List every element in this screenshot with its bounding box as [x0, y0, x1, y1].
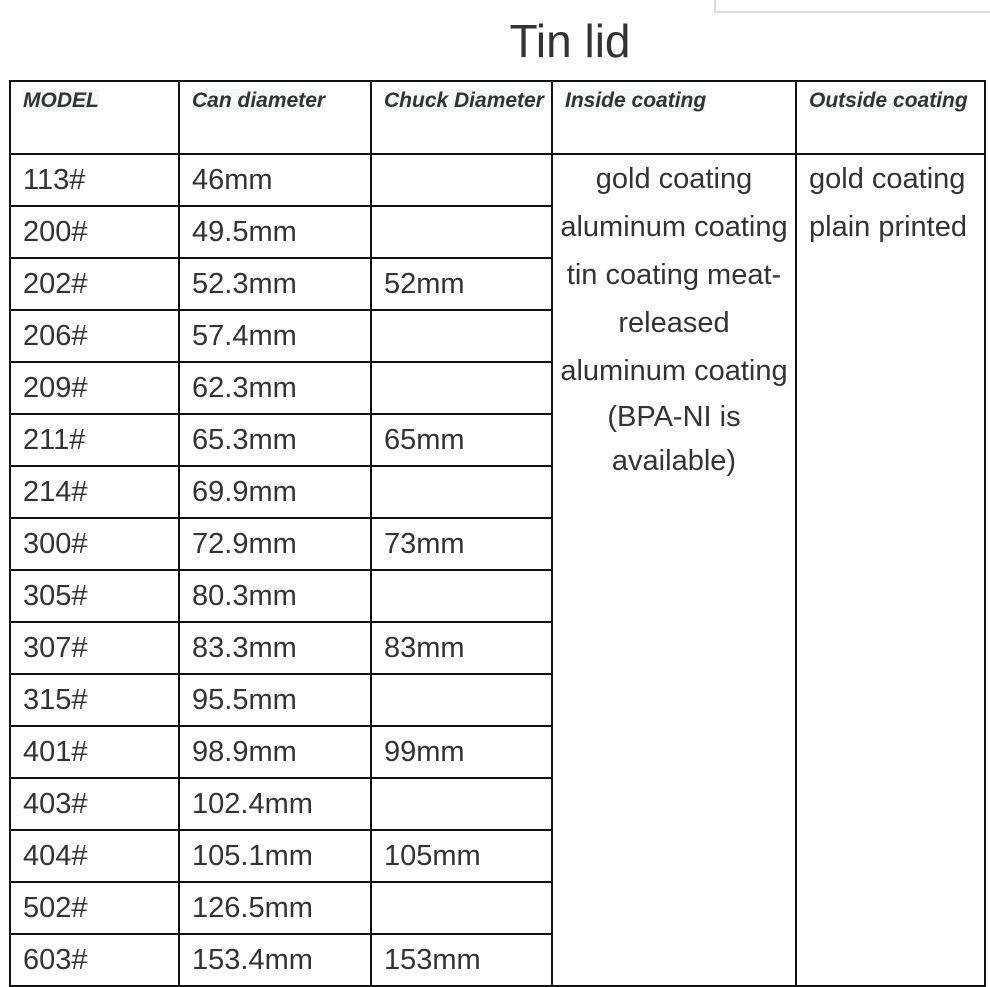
- can-cell: 98.9mm: [178, 725, 372, 779]
- top-right-box: [714, 0, 990, 13]
- can-cell: 49.5mm: [178, 205, 372, 259]
- can-cell: 62.3mm: [178, 361, 372, 415]
- chuck-cell: 52mm: [370, 257, 553, 311]
- can-cell: 52.3mm: [178, 257, 372, 311]
- can-cell: 105.1mm: [178, 829, 372, 883]
- chuck-cell: [370, 205, 553, 259]
- tin-lid-table: MODEL Can diameter Chuck Diameter Inside…: [9, 80, 986, 987]
- table-row: 305# 80.3mm: [9, 569, 985, 623]
- table-row: 403# 102.4mm: [9, 777, 985, 831]
- header-inside-coating: Inside coating: [551, 80, 797, 155]
- table-row: 200# 49.5mm: [9, 205, 985, 259]
- chuck-cell: [370, 569, 553, 623]
- can-cell: 102.4mm: [178, 777, 372, 831]
- chuck-cell: 83mm: [370, 621, 553, 675]
- chuck-cell: 153mm: [370, 933, 553, 987]
- header-chuck-diameter: Chuck Diameter: [370, 80, 553, 155]
- chuck-cell: [370, 153, 553, 207]
- chuck-cell: 73mm: [370, 517, 553, 571]
- model-cell: 502#: [9, 881, 180, 935]
- chuck-cell: [370, 465, 553, 519]
- can-cell: 65.3mm: [178, 413, 372, 467]
- can-cell: 72.9mm: [178, 517, 372, 571]
- model-cell: 307#: [9, 621, 180, 675]
- model-cell: 113#: [9, 153, 180, 207]
- table-row: 209# 62.3mm: [9, 361, 985, 415]
- can-cell: 46mm: [178, 153, 372, 207]
- model-cell: 404#: [9, 829, 180, 883]
- chuck-cell: [370, 361, 553, 415]
- chuck-cell: 99mm: [370, 725, 553, 779]
- table-row: 211# 65.3mm 65mm: [9, 413, 985, 467]
- model-cell: 603#: [9, 933, 180, 987]
- chuck-cell: [370, 309, 553, 363]
- table-row: 404# 105.1mm 105mm: [9, 829, 985, 883]
- table-row: 315# 95.5mm: [9, 673, 985, 727]
- can-cell: 83.3mm: [178, 621, 372, 675]
- table-row: 401# 98.9mm 99mm: [9, 725, 985, 779]
- chuck-cell: [370, 673, 553, 727]
- can-cell: 126.5mm: [178, 881, 372, 935]
- model-cell: 315#: [9, 673, 180, 727]
- table-row: 214# 69.9mm: [9, 465, 985, 519]
- model-cell: 300#: [9, 517, 180, 571]
- model-cell: 403#: [9, 777, 180, 831]
- header-can-diameter: Can diameter: [178, 80, 372, 155]
- table-row: 206# 57.4mm: [9, 309, 985, 363]
- model-cell: 211#: [9, 413, 180, 467]
- table-row: 307# 83.3mm 83mm: [9, 621, 985, 675]
- inside-coating-note: (BPA-NI is available): [607, 401, 741, 477]
- table-row: 502# 126.5mm: [9, 881, 985, 935]
- inside-coating-cell: gold coating aluminum coating tin coatin…: [551, 153, 797, 987]
- can-cell: 69.9mm: [178, 465, 372, 519]
- model-cell: 206#: [9, 309, 180, 363]
- table-row: 202# 52.3mm 52mm: [9, 257, 985, 311]
- model-cell: 214#: [9, 465, 180, 519]
- can-cell: 95.5mm: [178, 673, 372, 727]
- outside-coating-cell: gold coating plain printed: [795, 153, 986, 987]
- table-row: 113# 46mm gold coating aluminum coating ti…: [9, 153, 986, 987]
- chuck-cell: 105mm: [370, 829, 553, 883]
- page-title: Tin lid: [509, 15, 631, 67]
- can-cell: 57.4mm: [178, 309, 372, 363]
- model-cell: 305#: [9, 569, 180, 623]
- chuck-cell: 65mm: [370, 413, 553, 467]
- header-row: MODEL Can diameter Chuck Diameter Inside…: [9, 80, 986, 155]
- model-cell: 209#: [9, 361, 180, 415]
- model-cell: 401#: [9, 725, 180, 779]
- table-row: 300# 72.9mm 73mm: [9, 517, 985, 571]
- can-cell: 153.4mm: [178, 933, 372, 987]
- header-model: MODEL: [9, 80, 180, 155]
- model-cell: 200#: [9, 205, 180, 259]
- inside-coating-text: gold coating aluminum coating tin coatin…: [560, 163, 788, 387]
- chuck-cell: [370, 777, 553, 831]
- chuck-cell: [370, 881, 553, 935]
- header-outside-coating: Outside coating: [795, 80, 986, 155]
- can-cell: 80.3mm: [178, 569, 372, 623]
- model-cell: 202#: [9, 257, 180, 311]
